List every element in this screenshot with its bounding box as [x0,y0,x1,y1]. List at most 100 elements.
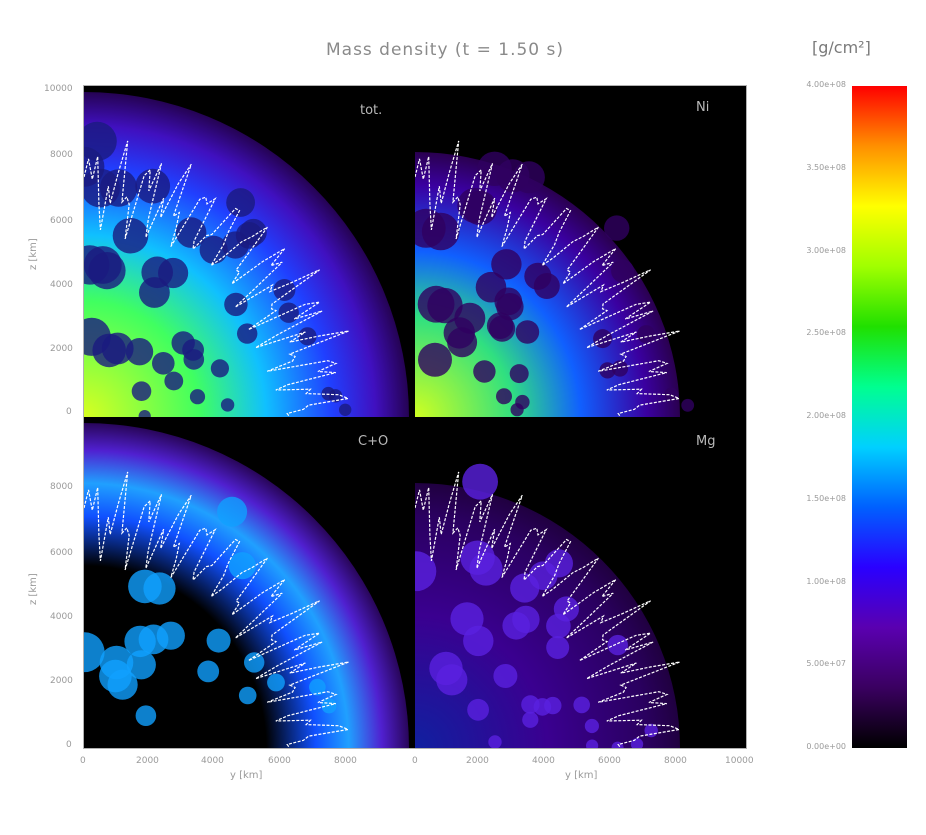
x-tick: 6000 [268,756,291,766]
density-feature [522,711,539,728]
density-feature [510,573,540,603]
density-feature [427,287,463,324]
y-axis-label-top: z [km] [28,238,39,270]
density-feature [584,718,599,734]
density-feature [604,215,630,241]
x-tick: 4000 [532,756,555,766]
density-feature [450,602,484,636]
x-tick: 2000 [136,756,159,766]
density-feature [199,235,228,264]
density-feature [544,696,562,715]
density-feature [502,612,530,640]
x-tick: 8000 [664,756,687,766]
y-tick: 0 [66,407,72,417]
density-feature [278,302,299,323]
colorbar-tick-label: 1.00e+08 [806,576,846,586]
density-feature [586,739,599,748]
colorbar-tick-label: 1.50e+08 [806,493,846,503]
density-feature [84,168,120,208]
colorbar-tick-label: 0.00e+00 [806,742,846,751]
y-tick: 4000 [50,612,73,622]
density-feature [429,651,463,686]
density-feature [183,349,205,370]
y-tick: 6000 [50,548,73,558]
density-feature [418,342,452,377]
panel-total [84,86,415,417]
density-feature [496,388,512,405]
density-field-total [84,92,409,417]
density-feature [217,496,248,527]
density-feature [126,650,156,680]
burnt-region-contour [415,471,682,748]
density-feature [298,327,317,346]
density-feature [171,331,195,355]
density-feature [515,394,530,410]
colorbar-unit: [g/cm²] [812,38,871,57]
panel-label-ni: Ni [696,100,710,115]
density-feature [664,387,678,402]
panel-label-co: C+O [358,434,389,449]
density-feature [509,364,529,384]
density-feature [573,696,590,714]
density-feature [681,398,695,412]
density-feature [135,705,157,726]
density-feature [189,389,206,405]
chart-title: Mass density (t = 1.50 s) [325,40,565,60]
density-field-co [84,423,409,748]
density-feature [607,634,628,656]
y-tick: 8000 [50,482,73,492]
x-tick: 0 [412,756,418,766]
density-feature [339,403,352,416]
y-tick: 0 [66,740,72,750]
density-feature [197,660,220,683]
density-feature [637,325,656,344]
density-feature [84,632,105,673]
burnt-region-contour [84,471,351,748]
density-feature [206,628,231,653]
x-tick: 6000 [598,756,621,766]
density-feature [156,621,185,650]
panel-label-mg: Mg [696,434,716,449]
density-feature [462,463,498,500]
colorbar [852,86,907,748]
density-feature [143,572,176,605]
density-feature [139,277,170,308]
density-feature [447,327,478,358]
density-feature [221,231,249,259]
density-feature [512,161,545,194]
x-tick: 4000 [201,756,224,766]
density-feature [228,552,256,580]
density-feature [224,292,248,317]
density-feature [593,329,613,349]
colorbar-tick-label: 2.50e+08 [806,328,846,338]
density-feature [164,371,184,391]
colorbar-tick-label: 4.00e+08 [806,80,846,89]
plot-frame [83,85,747,749]
y-tick: 10000 [44,84,73,94]
density-feature [226,188,256,217]
burnt-region-contour [84,140,351,417]
density-feature [328,389,343,403]
y-tick: 2000 [50,344,73,354]
colorbar-tick-label: 3.00e+08 [806,245,846,255]
y-tick: 8000 [50,150,73,160]
density-feature [238,686,257,705]
density-feature [273,279,296,301]
density-feature [309,678,326,696]
colorbar-tick-label: 5.00e+07 [806,659,846,669]
density-feature [112,217,149,254]
y-axis-label-bottom: z [km] [28,573,39,605]
panel-mg [415,417,746,748]
density-feature [515,320,540,344]
burnt-region-contour [415,140,682,417]
x-tick: 0 [80,756,86,766]
density-feature [493,664,518,688]
density-feature [210,359,229,378]
density-feature [138,410,151,417]
density-feature [237,323,258,344]
density-feature [88,252,126,290]
density-feature [84,317,111,356]
density-feature [488,735,502,748]
panel-label-total: tot. [360,103,383,118]
x-tick: 8000 [334,756,357,766]
